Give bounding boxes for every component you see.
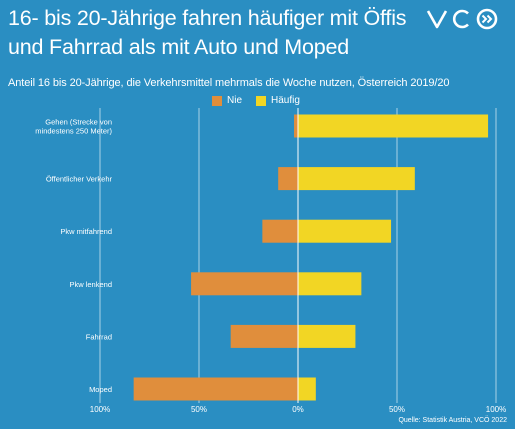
bar-nie-4 xyxy=(230,324,298,348)
category-label-0: Gehen (Strecke von mindestens 250 Meter) xyxy=(35,118,112,136)
legend-label-nie: Nie xyxy=(227,95,243,106)
legend-swatch-nie xyxy=(212,96,222,106)
title-line-1: 16- bis 20-Jährige fahren häufiger mit Ö… xyxy=(8,6,407,30)
category-label-line: Moped xyxy=(89,385,112,394)
bar-haeufig-2 xyxy=(298,219,392,243)
category-label-2: Pkw mitfahrend xyxy=(60,227,112,236)
category-label-line: mindestens 250 Meter) xyxy=(35,127,112,136)
bar-nie-3 xyxy=(191,272,298,296)
category-label-line: Pkw mitfahrend xyxy=(60,227,112,236)
bar-nie-0 xyxy=(294,114,298,138)
legend-swatch-haeufig xyxy=(256,96,267,106)
bar-nie-1 xyxy=(278,167,298,191)
bar-haeufig-0 xyxy=(298,114,489,138)
category-label-line: Öffentlicher Verkehr xyxy=(46,175,113,184)
category-label-line: Pkw lenkend xyxy=(69,280,112,289)
chart-legend: Nie Häufig xyxy=(212,95,300,107)
title-line-2: und Fahrrad als mit Auto und Moped xyxy=(8,35,349,59)
x-tick-label-0: 100% xyxy=(90,405,110,414)
bar-haeufig-1 xyxy=(298,167,415,191)
legend-item-haeufig: Häufig xyxy=(256,95,300,107)
category-label-line: Fahrrad xyxy=(86,332,112,341)
bar-haeufig-5 xyxy=(298,377,316,401)
bar-haeufig-3 xyxy=(298,272,362,296)
category-label-3: Pkw lenkend xyxy=(69,280,112,289)
bar-nie-2 xyxy=(262,219,298,243)
bar-haeufig-4 xyxy=(298,324,356,348)
bar-nie-5 xyxy=(133,377,298,401)
x-tick-label-4: 100% xyxy=(486,405,506,414)
legend-item-nie: Nie xyxy=(212,95,242,107)
category-label-5: Moped xyxy=(89,385,112,394)
category-label-4: Fahrrad xyxy=(86,332,112,341)
x-tick-label-1: 50% xyxy=(191,405,207,414)
legend-label-haeufig: Häufig xyxy=(271,95,300,106)
chart-title: 16- bis 20-Jährige fahren häufiger mit Ö… xyxy=(8,4,408,62)
chart-subtitle: Anteil 16 bis 20-Jährige, die Verkehrsmi… xyxy=(8,77,450,89)
vco-logo xyxy=(426,8,498,30)
x-tick-label-2: 0% xyxy=(292,405,304,414)
source-note: Quelle: Statistik Austria, VCÖ 2022 xyxy=(398,417,507,424)
category-label-line: Gehen (Strecke von xyxy=(45,118,112,127)
x-tick-label-3: 50% xyxy=(389,405,405,414)
category-label-1: Öffentlicher Verkehr xyxy=(46,175,113,184)
